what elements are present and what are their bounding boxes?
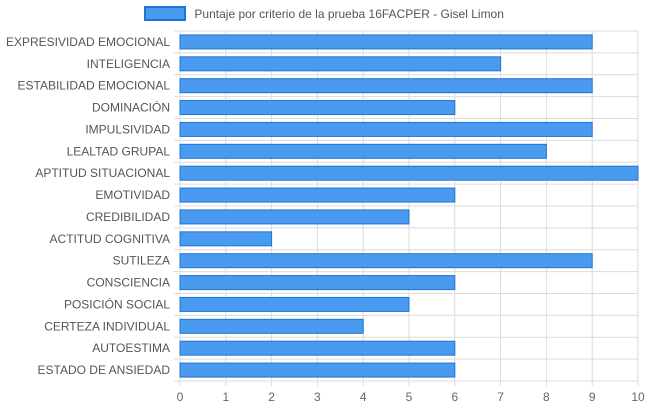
x-tick-label: 3 — [314, 390, 321, 404]
category-label: ESTADO DE ANSIEDAD — [38, 363, 171, 377]
bar — [179, 100, 456, 116]
category-label: CONSCIENCIA — [87, 276, 170, 290]
bar — [179, 296, 410, 312]
x-tick-label: 10 — [631, 390, 645, 404]
category-label: EMOTIVIDAD — [95, 188, 170, 202]
legend-label: Puntaje por criterio de la prueba 16FACP… — [194, 6, 504, 21]
x-tick-label: 0 — [177, 390, 184, 404]
bar — [179, 362, 456, 378]
category-label: EXPRESIVIDAD EMOCIONAL — [6, 35, 170, 49]
x-tick-label: 4 — [360, 390, 367, 404]
category-label: LEALTAD GRUPAL — [67, 144, 171, 158]
bar — [179, 78, 593, 94]
category-label: CERTEZA INDIVIDUAL — [44, 319, 170, 333]
bar — [179, 275, 456, 291]
bar — [179, 340, 456, 356]
category-label: APTITUD SITUACIONAL — [35, 166, 170, 180]
x-tick-label: 2 — [268, 390, 275, 404]
category-label: SUTILEZA — [113, 254, 170, 268]
bar — [179, 187, 456, 203]
x-tick-label: 6 — [451, 390, 458, 404]
x-tick-label: 1 — [222, 390, 229, 404]
category-label: DOMINACIÓN — [92, 100, 170, 115]
category-label: IMPULSIVIDAD — [85, 122, 170, 136]
category-label: INTELIGENCIA — [87, 57, 170, 71]
bar — [179, 143, 547, 159]
x-tick-label: 7 — [497, 390, 504, 404]
category-label: ACTITUD COGNITIVA — [50, 232, 170, 246]
bar — [179, 56, 502, 72]
category-label: AUTOESTIMA — [92, 341, 170, 355]
x-tick-label: 8 — [543, 390, 550, 404]
bar — [179, 121, 593, 137]
category-label: POSICIÓN SOCIAL — [64, 296, 170, 311]
category-label: ESTABILIDAD EMOCIONAL — [18, 79, 171, 93]
bar — [179, 231, 273, 247]
x-tick-label: 9 — [589, 390, 596, 404]
bar — [179, 253, 593, 269]
bar — [179, 34, 593, 50]
chart-legend[interactable]: Puntaje por criterio de la prueba 16FACP… — [0, 6, 648, 22]
category-label: CREDIBILIDAD — [86, 210, 170, 224]
bar — [179, 209, 410, 225]
bar — [179, 318, 364, 334]
bar — [179, 165, 639, 181]
legend-swatch — [144, 6, 187, 22]
x-tick-label: 5 — [406, 390, 413, 404]
